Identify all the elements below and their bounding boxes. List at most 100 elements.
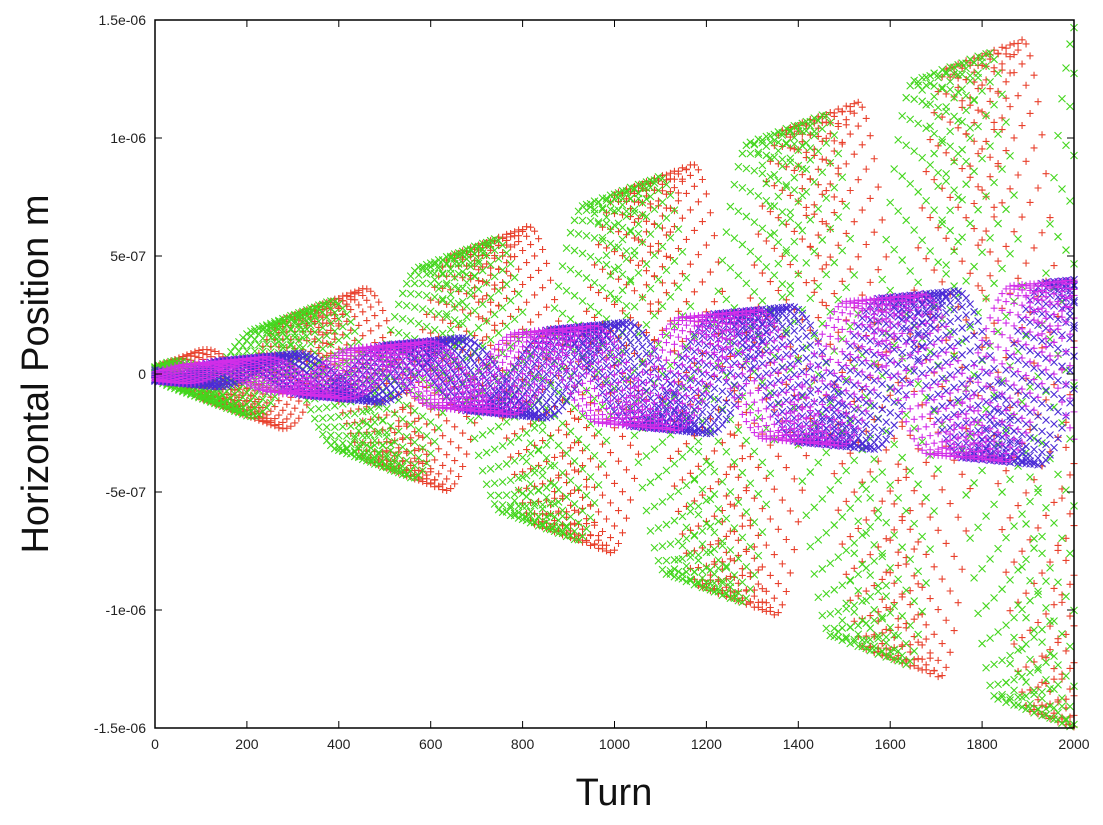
data-point — [778, 560, 786, 568]
data-point — [806, 326, 814, 334]
data-point — [978, 145, 986, 153]
data-point — [583, 483, 591, 491]
data-point — [1022, 157, 1030, 165]
data-point — [622, 466, 630, 474]
data-point — [682, 165, 690, 173]
data-point — [990, 203, 998, 211]
data-point — [519, 247, 527, 255]
data-point — [571, 506, 579, 514]
data-point — [966, 485, 974, 493]
data-point — [634, 450, 642, 458]
data-point — [1042, 396, 1050, 404]
data-point — [726, 353, 734, 360]
data-point — [942, 616, 950, 624]
data-point — [878, 216, 886, 224]
data-point — [990, 118, 998, 126]
data-point — [567, 444, 575, 452]
series-0 — [151, 36, 1078, 731]
data-point — [367, 287, 375, 295]
data-point — [519, 280, 527, 288]
data-point — [507, 229, 515, 237]
data-point — [862, 114, 870, 122]
data-point — [966, 269, 974, 277]
data-point — [646, 242, 654, 250]
data-point — [319, 339, 327, 347]
data-point — [618, 529, 626, 537]
data-point — [255, 414, 263, 422]
data-point — [607, 499, 615, 507]
data-point — [874, 183, 882, 191]
data-point — [830, 137, 838, 145]
data-point — [463, 327, 471, 335]
data-point — [1062, 534, 1070, 542]
data-point — [658, 279, 666, 287]
data-point — [1066, 664, 1074, 672]
data-point — [822, 134, 830, 142]
data-point — [547, 276, 555, 284]
data-point — [814, 181, 822, 189]
data-point — [678, 177, 686, 185]
data-point — [347, 293, 355, 301]
data-point — [762, 587, 770, 595]
data-point — [858, 206, 866, 214]
data-point — [523, 223, 531, 231]
data-point — [1034, 98, 1042, 106]
data-point — [666, 228, 674, 236]
data-point — [1006, 53, 1014, 61]
data-point — [1006, 41, 1014, 49]
data-point — [818, 155, 826, 163]
data-point — [451, 480, 459, 488]
data-point — [730, 387, 738, 395]
data-point — [690, 226, 698, 234]
data-point — [599, 545, 607, 553]
data-point — [854, 176, 862, 184]
data-point — [998, 43, 1006, 51]
data-point — [710, 232, 718, 240]
data-point — [1022, 40, 1030, 48]
data-point — [858, 141, 866, 149]
data-point — [351, 288, 359, 296]
data-point — [670, 167, 678, 175]
data-point — [391, 437, 399, 445]
data-point — [407, 402, 415, 410]
data-point — [607, 549, 615, 557]
data-point — [611, 479, 618, 487]
data-point — [954, 599, 962, 607]
data-point — [962, 527, 970, 535]
data-point — [778, 496, 786, 504]
data-point — [451, 457, 459, 465]
data-point — [942, 663, 950, 671]
data-point — [487, 341, 495, 349]
data-point — [1066, 471, 1074, 479]
data-point — [882, 446, 890, 454]
data-point — [758, 585, 766, 593]
data-point — [778, 601, 786, 609]
data-point — [686, 171, 694, 179]
data-point — [958, 565, 966, 573]
data-point — [1050, 381, 1058, 389]
data-point — [774, 525, 782, 533]
data-point — [986, 153, 994, 161]
data-point — [431, 476, 439, 484]
data-point — [622, 514, 630, 522]
data-point — [343, 291, 351, 299]
data-point — [942, 539, 950, 547]
data-point — [363, 317, 371, 325]
data-point — [287, 422, 295, 430]
data-point — [758, 598, 766, 606]
data-point — [702, 241, 710, 249]
data-point — [375, 298, 383, 306]
data-point — [383, 379, 391, 387]
data-point — [427, 479, 435, 487]
data-point — [1002, 44, 1010, 52]
data-point — [1046, 214, 1054, 222]
data-point — [375, 322, 383, 330]
data-point — [870, 228, 878, 236]
data-point — [291, 419, 299, 427]
data-point — [1002, 94, 1010, 102]
data-point — [519, 227, 527, 235]
data-point — [543, 303, 551, 311]
data-point — [523, 232, 531, 240]
data-point — [782, 536, 790, 544]
data-point — [263, 418, 271, 426]
